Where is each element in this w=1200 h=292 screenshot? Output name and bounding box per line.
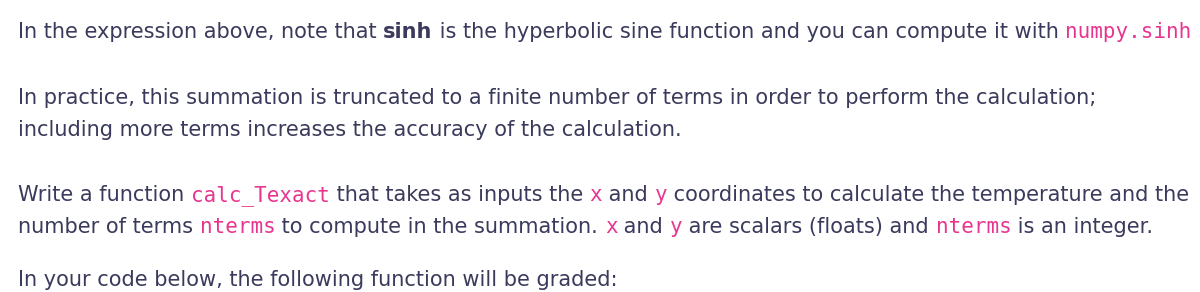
Text: In practice, this summation is truncated to a finite number of terms in order to: In practice, this summation is truncated… xyxy=(18,88,1097,108)
Text: coordinates to calculate the temperature and the: coordinates to calculate the temperature… xyxy=(667,185,1189,205)
Text: and: and xyxy=(617,217,670,237)
Text: x: x xyxy=(605,217,617,237)
Text: In your code below, the following function will be graded:: In your code below, the following functi… xyxy=(18,270,618,290)
Text: nterms: nterms xyxy=(199,217,275,237)
Text: nterms: nterms xyxy=(936,217,1012,237)
Text: Write a function: Write a function xyxy=(18,185,191,205)
Text: numpy.sinh: numpy.sinh xyxy=(1066,22,1192,42)
Text: x: x xyxy=(589,185,602,205)
Text: calc_Texact: calc_Texact xyxy=(191,185,330,206)
Text: sinh: sinh xyxy=(383,22,433,42)
Text: and: and xyxy=(602,185,655,205)
Text: y: y xyxy=(655,185,667,205)
Text: including more terms increases the accuracy of the calculation.: including more terms increases the accur… xyxy=(18,120,682,140)
Text: In the expression above, note that: In the expression above, note that xyxy=(18,22,383,42)
Text: is an integer.: is an integer. xyxy=(1012,217,1153,237)
Text: is the hyperbolic sine function and you can compute it with: is the hyperbolic sine function and you … xyxy=(433,22,1066,42)
Text: are scalars (floats) and: are scalars (floats) and xyxy=(683,217,936,237)
Text: number of terms: number of terms xyxy=(18,217,199,237)
Text: to compute in the summation.: to compute in the summation. xyxy=(275,217,605,237)
Text: y: y xyxy=(670,217,683,237)
Text: that takes as inputs the: that takes as inputs the xyxy=(330,185,589,205)
